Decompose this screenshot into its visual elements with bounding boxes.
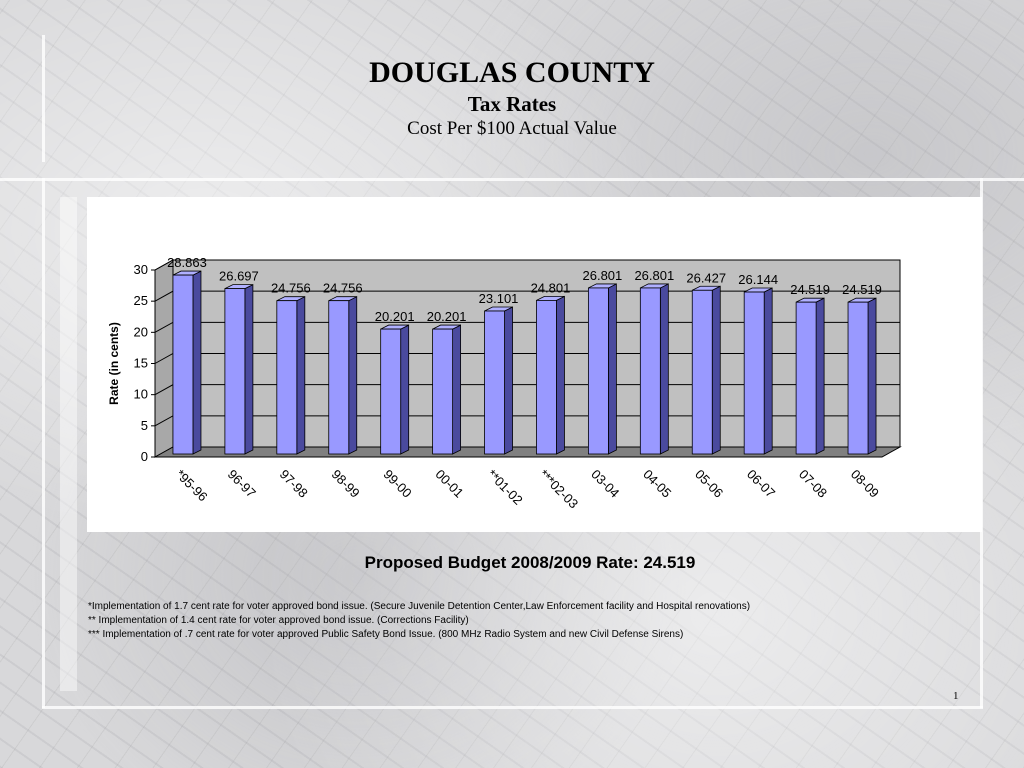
data-label: 28.863 xyxy=(167,255,207,270)
title-block: DOUGLAS COUNTY Tax Rates Cost Per $100 A… xyxy=(0,55,1024,141)
footnotes: *Implementation of 1.7 cent rate for vot… xyxy=(88,600,750,642)
bar-side xyxy=(659,283,669,455)
slide-title: DOUGLAS COUNTY xyxy=(369,56,655,89)
y-tick-label: 30 xyxy=(134,262,148,277)
data-label: 26.801 xyxy=(583,268,623,283)
x-tick-label: 05-06 xyxy=(692,467,726,501)
tax-rate-bar-chart: 0 5 10 15 20 25 30 Rate (in cents) 28.863 *95-96 2… xyxy=(107,255,902,512)
data-label: 24.756 xyxy=(323,281,363,296)
bar xyxy=(847,301,869,455)
y-tick-label: 25 xyxy=(134,293,148,308)
x-tick-label: 04-05 xyxy=(640,467,674,501)
x-tick-label: *95-96 xyxy=(173,467,211,505)
data-label: 26.697 xyxy=(219,269,259,284)
data-label: 23.101 xyxy=(479,291,519,306)
bar xyxy=(484,310,505,455)
y-tick-label: 10 xyxy=(134,387,148,402)
frame-line-top xyxy=(0,178,1024,181)
y-axis-label: Rate (in cents) xyxy=(107,322,121,405)
gridline xyxy=(154,259,900,271)
bar xyxy=(432,328,454,455)
data-label: 24.519 xyxy=(790,282,830,297)
frame-line-left xyxy=(42,178,45,708)
bar-side xyxy=(244,283,254,455)
bar-side xyxy=(452,324,462,455)
bar-side xyxy=(504,306,513,455)
bar-side xyxy=(556,295,565,455)
data-label: 26.144 xyxy=(738,272,778,287)
chart-panel: 0 5 10 15 20 25 30 Rate (in cents) 28.863 *95-96 2… xyxy=(87,197,982,532)
proposed-budget-rate: Proposed Budget 2008/2009 Rate: 24.519 xyxy=(364,553,696,572)
x-tick-label: **01-02 xyxy=(484,467,525,508)
bar-side xyxy=(607,283,617,455)
x-tick-label: 99-00 xyxy=(381,467,415,501)
frame-line-upper-left xyxy=(42,35,45,162)
data-label: 20.201 xyxy=(427,309,467,324)
data-label: 24.519 xyxy=(842,282,882,297)
data-label: 26.427 xyxy=(686,270,726,285)
bar xyxy=(639,287,661,455)
data-label: 26.801 xyxy=(634,268,674,283)
x-tick-label: 00-01 xyxy=(432,467,466,501)
x-tick-label: 96-97 xyxy=(225,467,259,501)
bar xyxy=(691,289,713,455)
bar xyxy=(587,287,609,455)
bar-side xyxy=(348,296,358,455)
page-number: 1 xyxy=(953,690,959,702)
slide-subtitle: Tax Rates xyxy=(467,92,557,116)
bar-side xyxy=(763,287,773,455)
y-tick-label: 5 xyxy=(141,418,148,433)
bar xyxy=(172,274,194,455)
x-tick-label: 06-07 xyxy=(744,467,778,501)
data-label: 20.201 xyxy=(375,309,415,324)
x-tick-label: 03-04 xyxy=(588,467,622,501)
bar xyxy=(380,328,402,455)
data-label: 24.756 xyxy=(271,281,311,296)
bar-side xyxy=(296,296,306,455)
y-tick-label: 15 xyxy=(134,356,148,371)
frame-line-bottom xyxy=(42,706,983,709)
bar-side xyxy=(711,285,721,455)
bar xyxy=(276,300,298,455)
x-tick-label: 08-09 xyxy=(848,467,882,501)
bar xyxy=(224,288,246,455)
bar xyxy=(536,300,557,455)
y-tick-label: 0 xyxy=(141,449,148,464)
data-label: 24.801 xyxy=(531,280,571,295)
chart-floor xyxy=(153,446,902,458)
bar xyxy=(743,291,765,455)
bar-side xyxy=(192,270,202,455)
bar-side xyxy=(867,297,877,455)
y-tick-label: 20 xyxy=(134,324,148,339)
frame-line-inner-left xyxy=(60,197,77,691)
bar xyxy=(328,300,350,455)
x-tick-label: ***02-03 xyxy=(536,467,581,512)
footnote-1: *Implementation of 1.7 cent rate for vot… xyxy=(88,601,751,612)
bar-side xyxy=(815,297,825,455)
x-tick-label: 07-08 xyxy=(796,467,830,501)
bar-side xyxy=(400,324,410,455)
x-tick-label: 98-99 xyxy=(329,467,363,501)
footnote-2: ** Implementation of 1.4 cent rate for v… xyxy=(88,615,469,626)
footnote-3: *** Implementation of .7 cent rate for v… xyxy=(88,629,684,640)
bar xyxy=(795,301,817,455)
x-tick-label: 97-98 xyxy=(277,467,311,501)
slide-caption: Cost Per $100 Actual Value xyxy=(407,118,617,139)
